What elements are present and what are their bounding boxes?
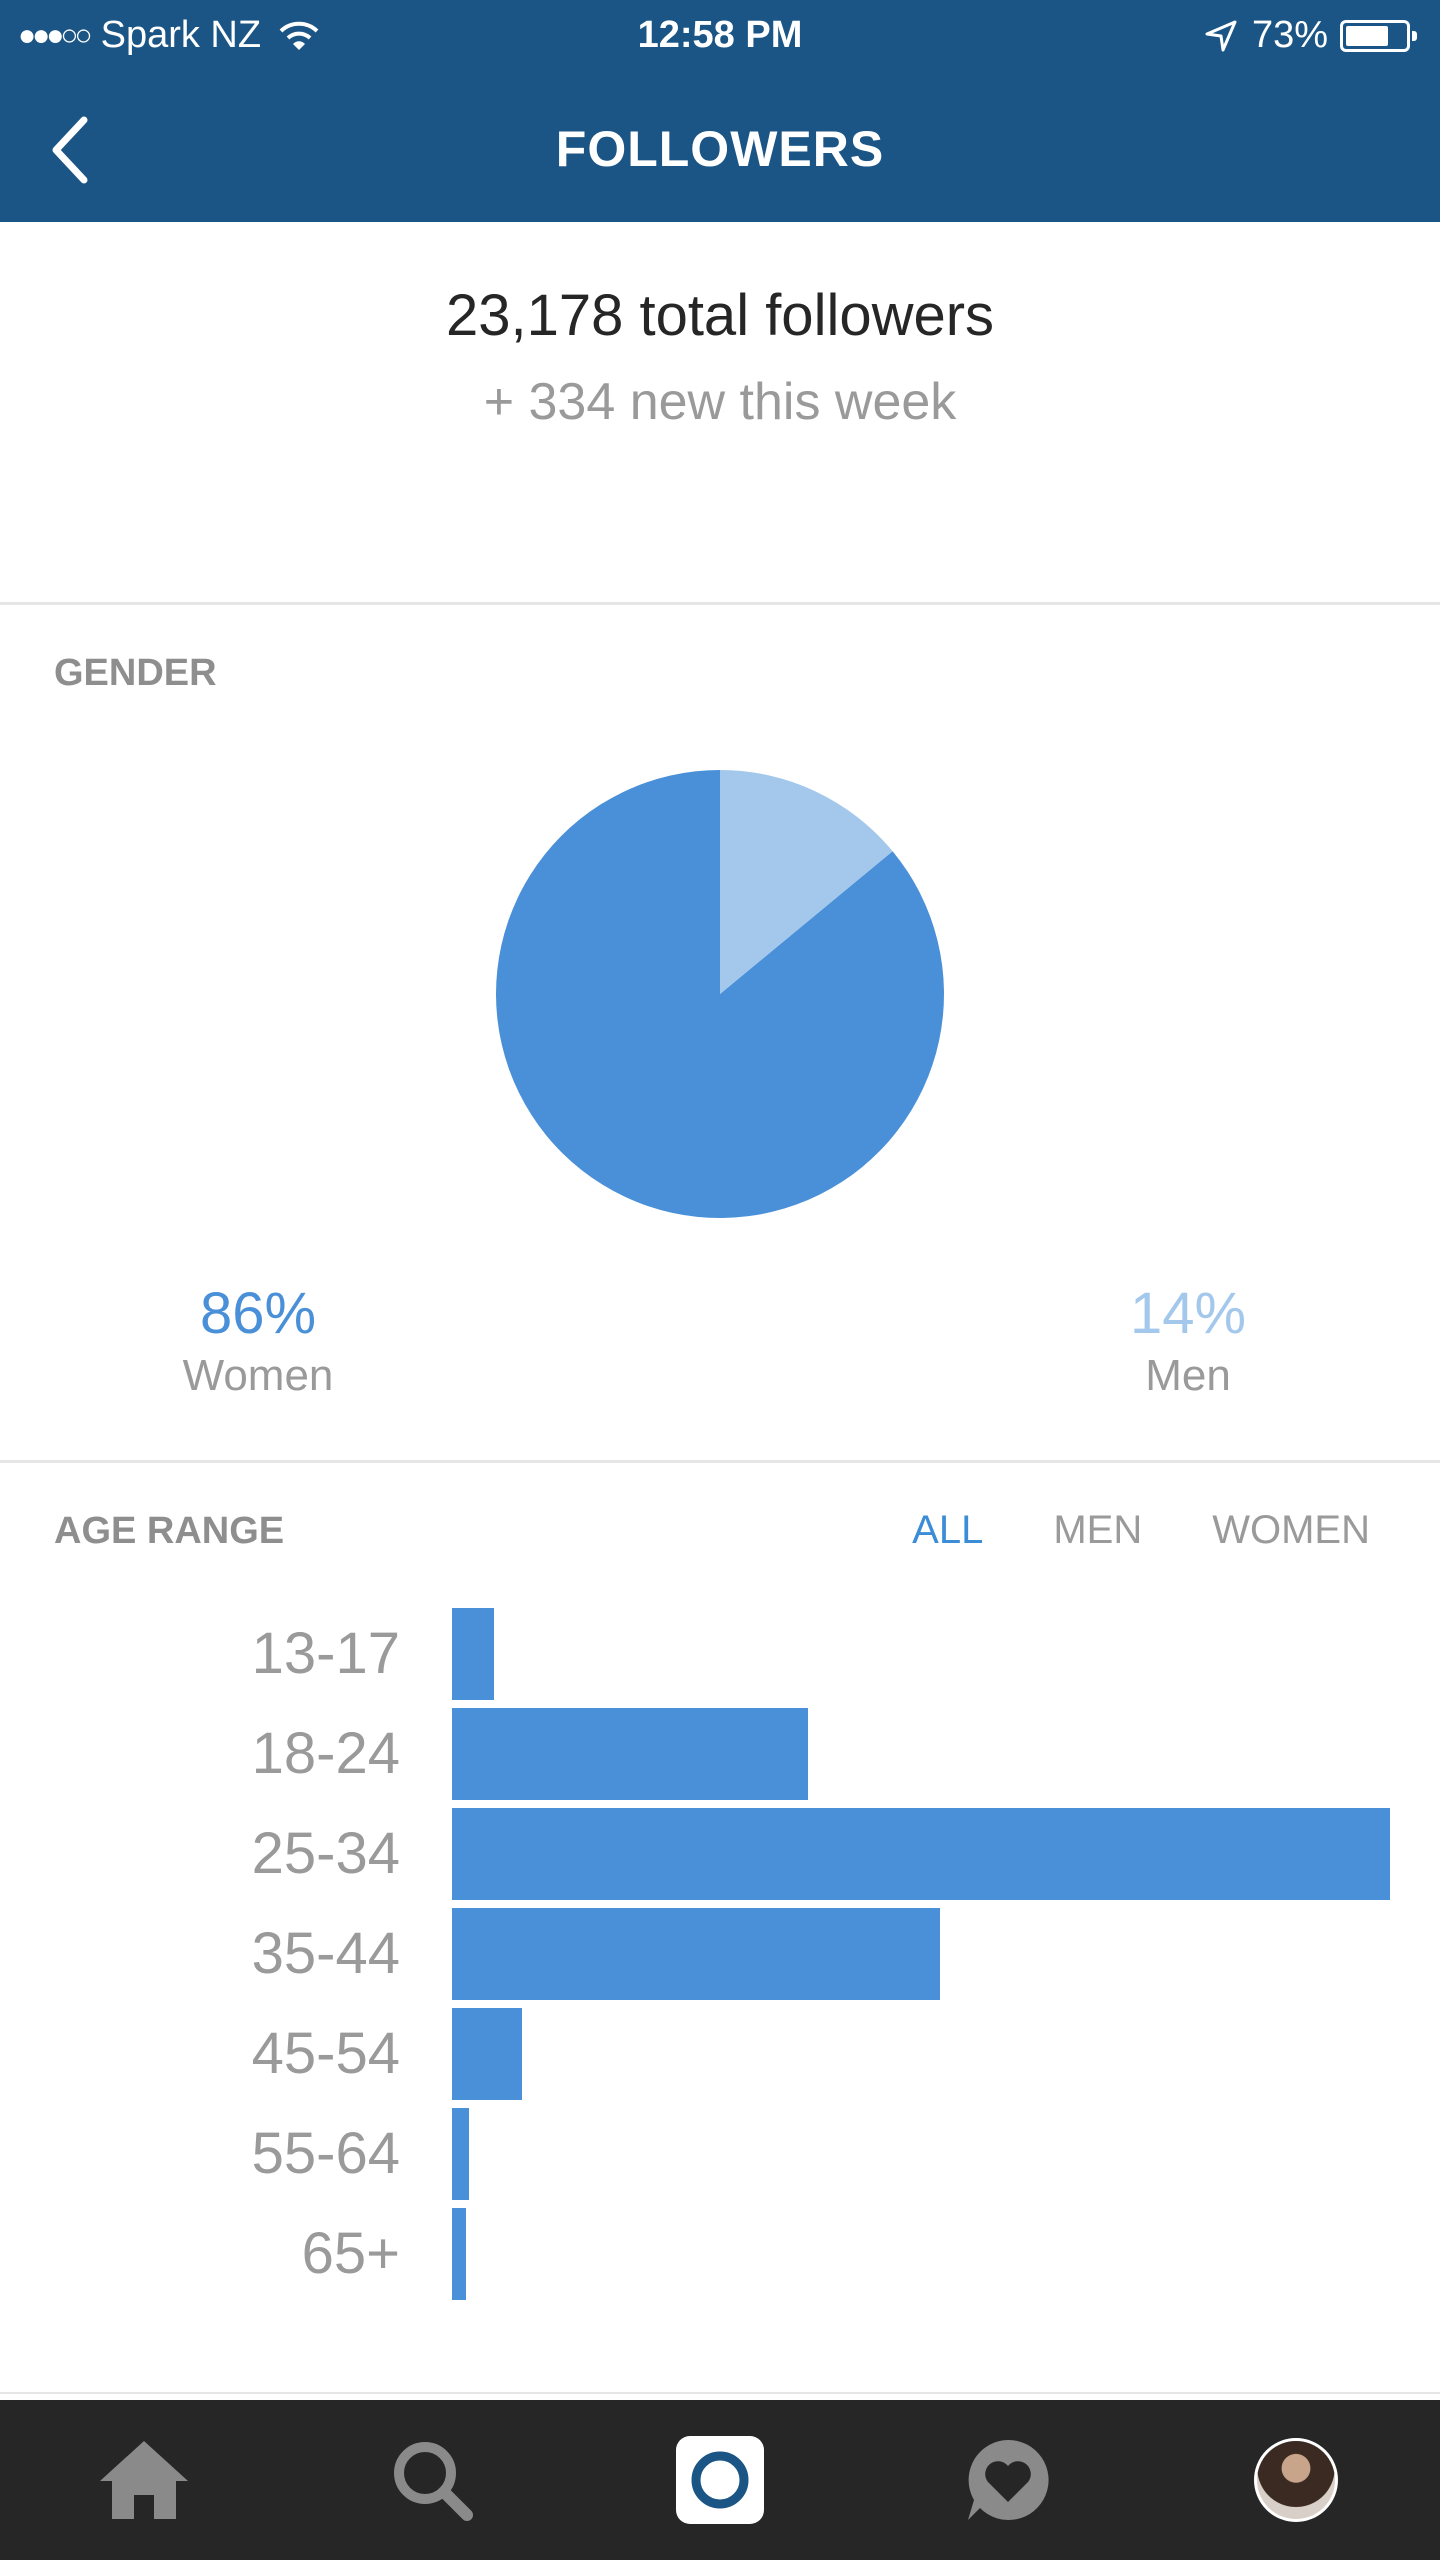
avatar [1254, 2438, 1338, 2522]
age-bar [452, 2108, 469, 2200]
age-row: 18-24 [0, 1700, 1440, 1800]
age-row: 25-34 [0, 1800, 1440, 1900]
search-icon [394, 2442, 473, 2521]
age-bar [452, 1608, 494, 1700]
age-bar [452, 1908, 940, 2000]
age-bar [452, 2008, 522, 2100]
men-stat: 14% Men [1038, 1280, 1338, 1401]
battery-icon [1340, 19, 1417, 52]
gender-heading: GENDER [54, 652, 217, 694]
tab-bar [0, 2400, 1440, 2560]
heart-bubble-icon [968, 2439, 1049, 2520]
age-bar [452, 1808, 1390, 1900]
camera-icon [676, 2436, 764, 2524]
age-label: 65+ [301, 2221, 400, 2286]
tab-men[interactable]: MEN [1053, 1508, 1143, 1552]
status-left: ●●●○○ Spark NZ [18, 14, 319, 57]
age-label: 45-54 [251, 2021, 400, 2086]
age-row: 65+ [0, 2200, 1440, 2300]
tab-search[interactable] [288, 2400, 576, 2560]
battery-fill [1346, 25, 1388, 46]
age-label: 55-64 [251, 2121, 400, 2186]
divider [0, 1460, 1440, 1463]
home-icon [100, 2441, 188, 2519]
status-time: 12:58 PM [637, 14, 803, 56]
tab-home[interactable] [0, 2400, 288, 2560]
carrier-name: Spark NZ [100, 14, 262, 56]
gender-pie-svg [496, 770, 944, 1218]
tab-women[interactable]: WOMEN [1212, 1508, 1370, 1552]
battery-percent: 73% [1251, 14, 1328, 56]
age-row: 55-64 [0, 2100, 1440, 2200]
men-label: Men [1145, 1351, 1231, 1400]
age-filter-tabs: ALL MEN WOMEN [912, 1508, 1370, 1553]
gender-pie-chart [494, 768, 946, 1220]
location-arrow-icon [1204, 19, 1238, 53]
age-bar [452, 2208, 466, 2300]
status-right: 73% [1204, 14, 1417, 57]
back-button[interactable] [40, 110, 120, 190]
follower-summary: 23,178 total followers + 334 new this we… [0, 222, 1440, 602]
new-this-week: + 334 new this week [483, 373, 957, 431]
tab-activity[interactable] [864, 2400, 1152, 2560]
age-row: 45-54 [0, 2000, 1440, 2100]
chevron-left-icon [52, 116, 88, 184]
divider [0, 2392, 1440, 2394]
women-stat: 86% Women [108, 1280, 408, 1401]
page-title: FOLLOWERS [555, 121, 885, 177]
signal-strength-icon: ●●●○○ [18, 18, 93, 52]
age-bar [452, 1708, 808, 1800]
age-label: 13-17 [251, 1621, 400, 1686]
total-followers: 23,178 total followers [445, 283, 995, 348]
status-bar: ●●●○○ Spark NZ 12:58 PM 73% [0, 0, 1440, 72]
top-bar: ●●●○○ Spark NZ 12:58 PM 73% [0, 0, 1440, 222]
age-range-heading: AGE RANGE [54, 1510, 285, 1552]
divider [0, 602, 1440, 605]
women-label: Women [182, 1351, 334, 1400]
tab-camera[interactable] [576, 2400, 864, 2560]
tab-profile[interactable] [1152, 2400, 1440, 2560]
nav-bar: FOLLOWERS [0, 72, 1440, 222]
age-range-bar-chart: 13-17 18-24 25-34 35-44 45-54 55-64 65+ [0, 1600, 1440, 2340]
men-percent: 14% [1129, 1281, 1247, 1346]
age-row: 13-17 [0, 1600, 1440, 1700]
age-label: 35-44 [251, 1921, 400, 1986]
age-label: 18-24 [251, 1721, 400, 1786]
age-row: 35-44 [0, 1900, 1440, 2000]
age-label: 25-34 [251, 1821, 400, 1886]
pie-slice-men [720, 770, 893, 994]
women-percent: 86% [199, 1281, 317, 1346]
wifi-icon [279, 19, 319, 53]
tab-all[interactable]: ALL [912, 1508, 984, 1552]
